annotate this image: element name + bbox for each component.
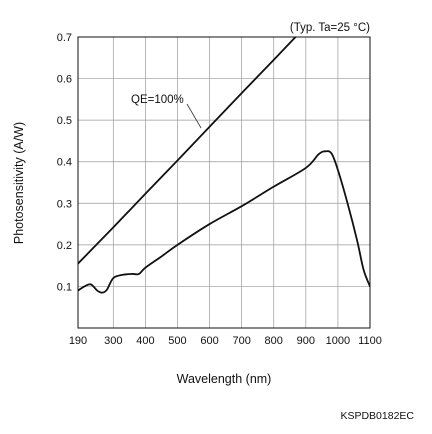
x-tick-label: 300 bbox=[104, 335, 122, 347]
x-tick-labels: 190 300 400 500 600 700 800 900 1000 1100 bbox=[69, 335, 382, 347]
grid bbox=[78, 37, 370, 328]
x-tick-label: 190 bbox=[69, 335, 87, 347]
series-line-photosensitivity bbox=[78, 150, 370, 294]
x-tick-label: 600 bbox=[200, 335, 218, 347]
y-tick-label: 0.4 bbox=[57, 157, 72, 169]
series-label-qe: QE=100% bbox=[131, 94, 184, 106]
y-tick-label: 0.6 bbox=[57, 74, 72, 86]
x-tick-label: 1100 bbox=[358, 335, 382, 347]
y-tick-label: 0.7 bbox=[57, 32, 72, 44]
x-tick-label: 800 bbox=[265, 335, 283, 347]
x-tick-label: 400 bbox=[136, 335, 154, 347]
y-axis-title: Photosensitivity (A/W) bbox=[12, 122, 26, 244]
y-tick-label: 0.3 bbox=[57, 198, 72, 210]
x-axis-title: Wavelength (nm) bbox=[177, 372, 272, 386]
x-tick-label: 500 bbox=[168, 335, 186, 347]
y-tick-label: 0.1 bbox=[57, 281, 72, 293]
plot-area-frame bbox=[77, 36, 371, 329]
series-line-qe-100 bbox=[78, 37, 297, 265]
x-tick-label: 700 bbox=[232, 335, 250, 347]
x-tick-label: 1000 bbox=[326, 335, 350, 347]
y-tick-label: 0.2 bbox=[57, 240, 72, 252]
y-tick-labels: 0.1 0.2 0.3 0.4 0.5 0.6 0.7 bbox=[57, 32, 72, 293]
y-tick-label: 0.5 bbox=[57, 115, 72, 127]
series-group bbox=[78, 37, 370, 294]
condition-note: (Typ. Ta=25 °C) bbox=[290, 22, 370, 34]
x-tick-label: 900 bbox=[297, 335, 315, 347]
qe-leader-line bbox=[186, 103, 202, 129]
figure-code: KSPDB0182EC bbox=[340, 410, 414, 422]
